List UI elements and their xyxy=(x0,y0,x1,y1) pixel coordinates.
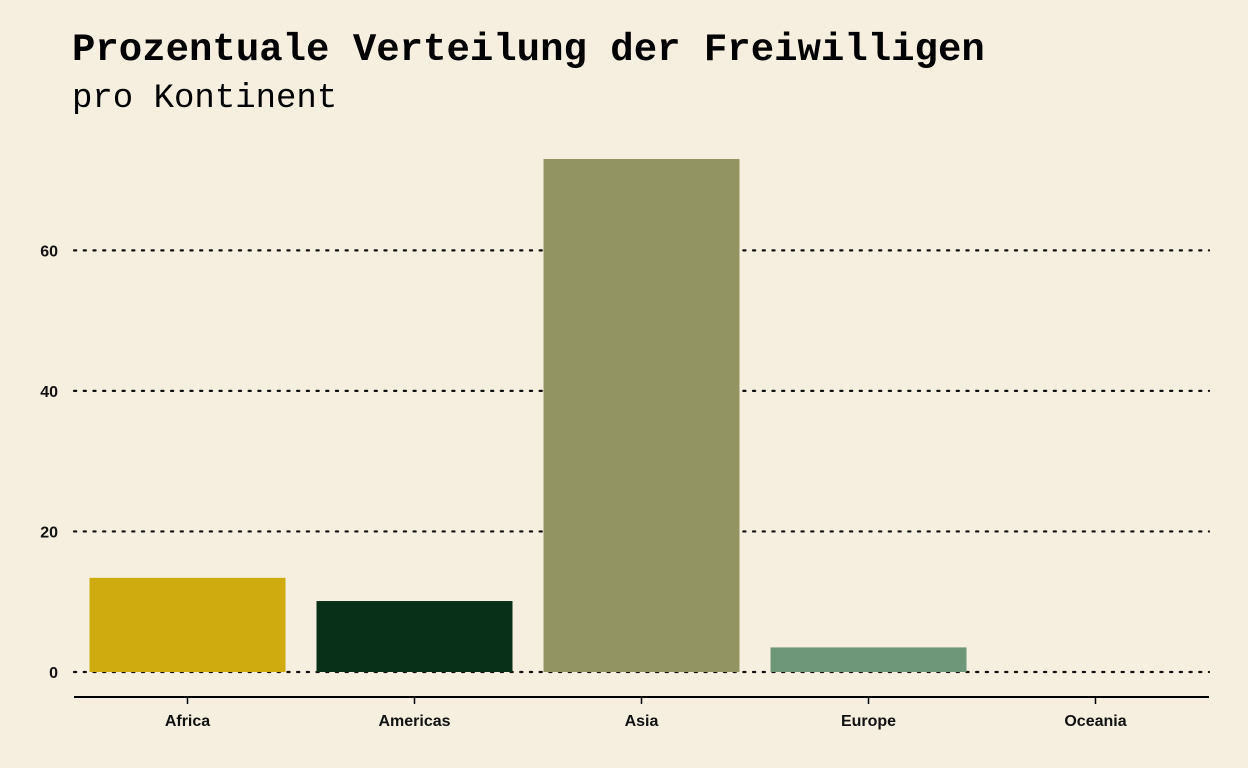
bar-europe xyxy=(770,647,967,672)
bar-africa xyxy=(89,577,286,672)
x-tick-label: Oceania xyxy=(1064,713,1126,730)
y-tick-label: 20 xyxy=(40,524,58,541)
chart-title: Prozentuale Verteilung der Freiwilligen xyxy=(72,28,985,72)
x-tick-label: Americas xyxy=(378,713,450,730)
y-tick-label: 0 xyxy=(49,665,58,682)
x-axis-ticks: Africa Americas Asia Europe Oceania xyxy=(165,713,1127,730)
x-tick-label: Europe xyxy=(841,713,896,730)
bar-layer xyxy=(89,159,967,672)
chart-subtitle: pro Kontinent xyxy=(72,80,338,118)
y-tick-label: 40 xyxy=(40,384,58,401)
bar-americas xyxy=(316,601,513,672)
x-axis xyxy=(74,696,1209,704)
x-tick-label: Asia xyxy=(625,713,659,730)
x-tick-label: Africa xyxy=(165,713,210,730)
y-tick-label: 60 xyxy=(40,243,58,260)
bar-asia xyxy=(543,159,740,672)
y-axis-ticks: 0 20 40 60 xyxy=(40,243,58,682)
